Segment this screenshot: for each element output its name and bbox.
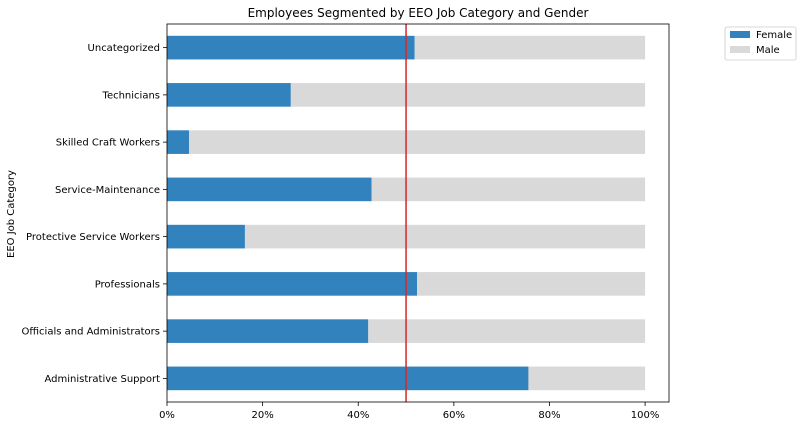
y-tick-label: Administrative Support <box>45 374 161 385</box>
legend-swatch-female <box>730 31 750 38</box>
bar-female-1 <box>167 319 369 343</box>
x-tick-label: 40% <box>347 410 369 421</box>
bar-female-2 <box>167 272 418 296</box>
y-tick-label: Officials and Administrators <box>22 327 160 338</box>
y-tick-label: Protective Service Workers <box>26 232 160 243</box>
bars-layer <box>167 35 646 391</box>
bar-female-7 <box>167 35 415 60</box>
plot-frame <box>166 23 670 403</box>
bar-male-4 <box>371 177 646 202</box>
bar-male-3 <box>244 224 646 249</box>
bar-male-2 <box>417 272 646 296</box>
legend: Female Male <box>724 26 797 61</box>
y-tick-label: Technicians <box>102 90 160 101</box>
bar-female-6 <box>167 83 291 107</box>
x-axis-ticks: 0% 20% 40% 60% 80% 100% <box>159 402 659 421</box>
bar-male-0 <box>528 366 646 391</box>
x-tick-label: 0% <box>159 410 175 421</box>
bar-male-1 <box>368 319 646 343</box>
x-tick-label: 80% <box>538 410 560 421</box>
y-tick-label: Skilled Craft Workers <box>56 138 160 149</box>
y-tick-label: Uncategorized <box>88 43 160 54</box>
y-axis-label: EEO Job Category <box>6 170 17 258</box>
x-tick-label: 20% <box>252 410 274 421</box>
x-tick-label: 60% <box>443 410 465 421</box>
bar-female-4 <box>167 177 372 202</box>
y-tick-label: Professionals <box>95 279 160 290</box>
legend-swatch-male <box>730 46 750 53</box>
legend-label-male: Male <box>756 45 780 56</box>
bar-male-5 <box>188 130 646 154</box>
x-tick-label: 100% <box>631 410 660 421</box>
y-tick-label: Service-Maintenance <box>55 185 160 196</box>
bar-male-7 <box>414 35 646 60</box>
bar-male-6 <box>290 83 646 107</box>
legend-label-female: Female <box>756 30 792 41</box>
bar-female-0 <box>167 366 529 391</box>
chart-title: Employees Segmented by EEO Job Category … <box>248 6 589 20</box>
bar-female-5 <box>167 130 189 154</box>
y-axis-ticks: Administrative Support Officials and Admi… <box>22 43 167 385</box>
bar-female-3 <box>167 224 245 249</box>
